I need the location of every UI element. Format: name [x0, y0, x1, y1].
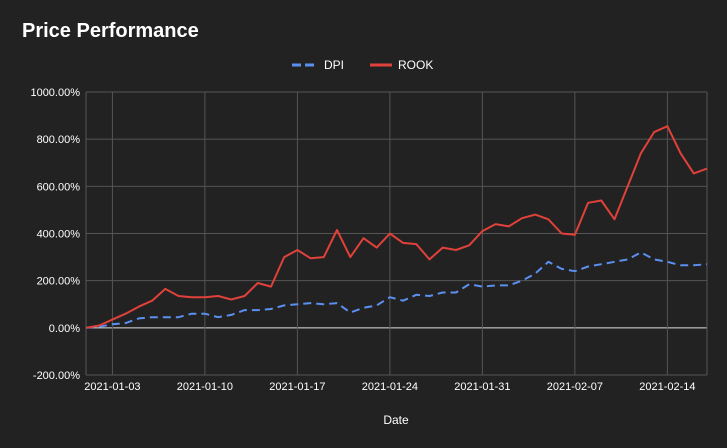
chart-title: Price Performance	[22, 20, 199, 42]
y-tick-label: 800.00%	[37, 134, 81, 146]
x-tick-label: 2021-01-24	[362, 381, 418, 393]
y-tick-label: 600.00%	[37, 181, 81, 193]
y-tick-label: 1000.00%	[30, 87, 80, 99]
y-tick-label: 400.00%	[37, 229, 81, 241]
series-line-dpi	[85, 251, 708, 329]
x-tick-label: 2021-02-07	[547, 381, 603, 393]
series-lines	[85, 125, 708, 329]
x-tick-label: 2021-01-17	[269, 381, 325, 393]
x-axis-tick-labels: 2021-01-03 2021-01-10 2021-01-17 2021-01-24…	[84, 381, 695, 393]
legend-label-dpi: DPI	[324, 58, 344, 72]
x-tick-label: 2021-01-10	[177, 381, 233, 393]
x-tick-label: 2021-02-14	[639, 381, 695, 393]
y-tick-label: -200.00%	[33, 370, 80, 382]
x-tick-label: 2021-01-31	[454, 381, 510, 393]
legend: DPI ROOK	[292, 58, 433, 72]
grid	[85, 91, 708, 376]
series-line-rook	[85, 125, 708, 329]
x-tick-label: 2021-01-03	[84, 381, 140, 393]
legend-label-rook: ROOK	[398, 58, 433, 72]
y-tick-label: 0.00%	[49, 323, 80, 335]
y-tick-label: 200.00%	[37, 276, 81, 288]
x-axis-title: Date	[383, 413, 409, 427]
y-axis-tick-labels: -200.00% 0.00% 200.00% 400.00% 600.00% 800.00…	[30, 87, 80, 382]
